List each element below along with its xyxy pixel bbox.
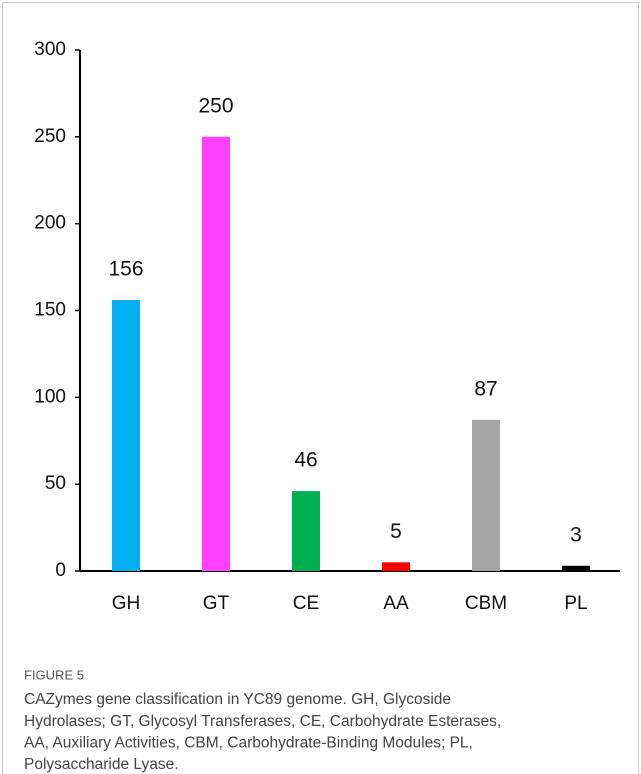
- value-label: 87: [474, 377, 497, 400]
- bar: [292, 491, 320, 571]
- x-tick-label: AA: [383, 593, 409, 614]
- caption-line: Polysaccharide Lyase.: [24, 756, 179, 773]
- x-tick-label: CBM: [465, 593, 507, 614]
- y-tick-label: 300: [34, 39, 66, 60]
- y-tick-label: 200: [34, 213, 66, 234]
- y-tick-label: 250: [34, 126, 66, 147]
- x-tick-label: PL: [564, 593, 587, 614]
- value-label: 250: [198, 94, 233, 117]
- caption-line: Hydrolases; GT, Glycosyl Transferases, C…: [24, 713, 501, 730]
- bar: [472, 419, 500, 571]
- bar: [562, 565, 590, 571]
- value-label: 156: [108, 258, 143, 281]
- bar: [112, 300, 140, 571]
- value-label: 3: [570, 523, 582, 546]
- caption-line: CAZymes gene classification in YC89 geno…: [24, 691, 451, 708]
- y-tick-label: 100: [34, 386, 66, 407]
- x-tick-label: GH: [112, 593, 141, 614]
- bar: [202, 136, 230, 572]
- y-tick-label: 150: [34, 300, 66, 321]
- y-tick-label: 50: [45, 473, 66, 494]
- x-tick-label: GT: [203, 593, 230, 614]
- x-tick-label: CE: [293, 593, 319, 614]
- figure-label: FIGURE 5: [24, 667, 84, 682]
- bar: [382, 562, 410, 571]
- value-label: 5: [390, 520, 402, 543]
- y-tick-label: 0: [55, 560, 66, 581]
- caption-line: AA, Auxiliary Activities, CBM, Carbohydr…: [24, 734, 473, 751]
- value-label: 46: [294, 449, 317, 472]
